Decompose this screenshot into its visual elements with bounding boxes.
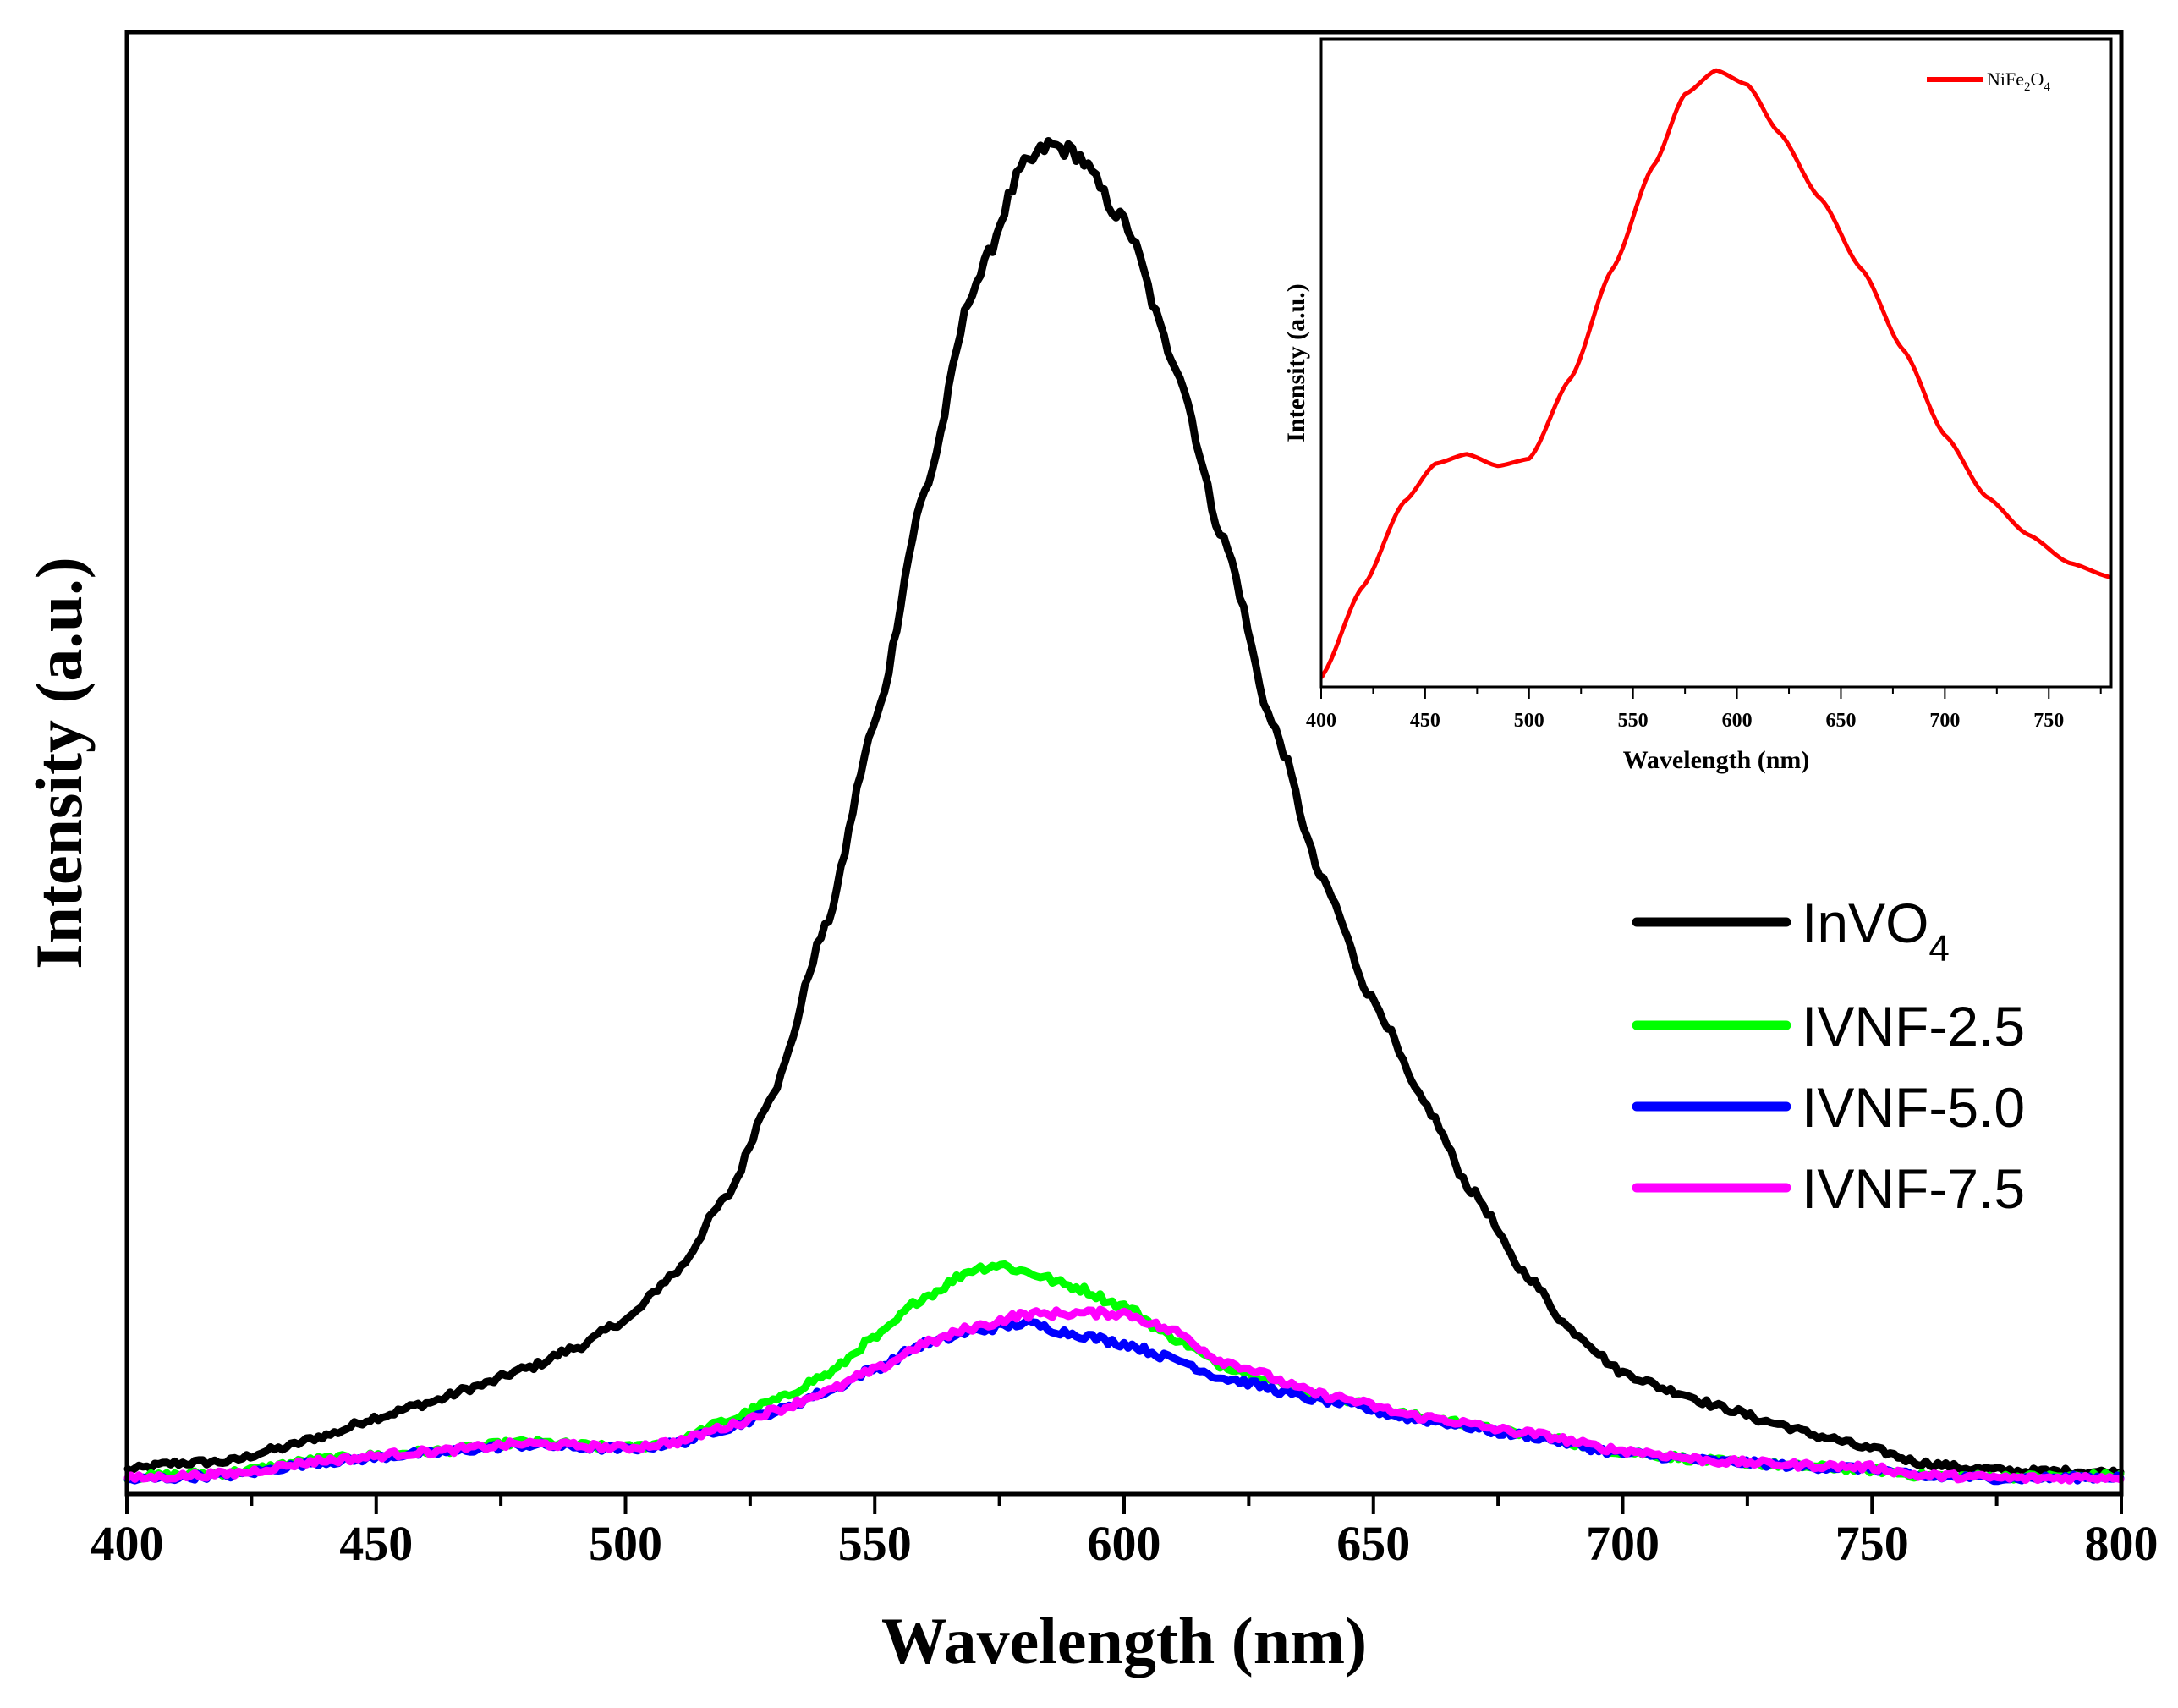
inset-curves	[1319, 68, 2113, 679]
inset-x-axis-title: Wavelength (nm)	[1623, 746, 1810, 774]
inset-x-tick-label: 650	[1825, 710, 1856, 732]
inset-legend: NiFe2O4	[1927, 69, 2050, 94]
main-x-tick-label: 550	[838, 1516, 912, 1571]
main-x-tick-label: 750	[1835, 1516, 1909, 1571]
main-y-axis-title: Intensity (a.u.)	[22, 557, 96, 969]
main-x-tick-label: 800	[2085, 1516, 2159, 1571]
main-x-tick-label: 500	[589, 1516, 662, 1571]
main-x-tick-label: 600	[1088, 1516, 1161, 1571]
main-x-tick-label: 700	[1586, 1516, 1660, 1571]
main-plot: 400 450 500 550 600 650 700 750 800 Wavelength (…	[22, 30, 2159, 1678]
main-series-line-invo4	[123, 137, 2125, 1480]
main-series-line-ivnf-7-5	[123, 1305, 2125, 1485]
main-x-tick-labels: 400 450 500 550 600 650 700 750 800	[91, 1516, 2159, 1571]
inset-x-tick-label: 500	[1514, 710, 1544, 732]
inset-x-tick-label: 550	[1618, 710, 1649, 732]
inset-legend-label: NiFe2O4	[1987, 69, 2050, 94]
main-x-tick-label: 450	[339, 1516, 413, 1571]
main-curves	[123, 137, 2125, 1486]
inset-plot-frame	[1319, 37, 2113, 689]
inset-x-tick-label: 700	[1929, 710, 1960, 732]
legend-label: IVNF-5.0	[1802, 1076, 2025, 1139]
inset-series-line-nife2o4	[1319, 68, 2113, 679]
legend-item-ivnf-2-5: IVNF-2.5	[1632, 995, 2025, 1057]
inset-legend-item-nife2o4: NiFe2O4	[1927, 69, 2050, 94]
legend-item-invo4: InVO4	[1632, 892, 1950, 969]
main-x-tick-label: 650	[1336, 1516, 1410, 1571]
inset-x-tick-label: 750	[2033, 710, 2064, 732]
inset-x-tick-labels: 400 450 500 550 600 650 700 750	[1306, 710, 2064, 732]
main-x-tick-label: 400	[91, 1516, 164, 1571]
main-x-axis-title: Wavelength (nm)	[881, 1604, 1367, 1678]
legend-item-ivnf-7-5: IVNF-7.5	[1632, 1157, 2025, 1220]
legend-label: IVNF-7.5	[1802, 1157, 2025, 1220]
main-legend: InVO4 IVNF-2.5 IVNF-5.0 IVNF-7.5	[1632, 892, 2025, 1220]
inset-plot: 400 450 500 550 600 650 700 750 Wavelength (nm)…	[1282, 37, 2113, 774]
legend-label: IVNF-2.5	[1802, 995, 2025, 1057]
main-x-ticks	[125, 1494, 2123, 1514]
inset-y-axis-title: Intensity (a.u.)	[1282, 283, 1310, 442]
inset-x-tick-label: 600	[1722, 710, 1753, 732]
inset-x-tick-label: 400	[1306, 710, 1336, 732]
inset-x-tick-label: 450	[1410, 710, 1440, 732]
inset-x-ticks	[1320, 687, 2102, 699]
legend-item-ivnf-5-0: IVNF-5.0	[1632, 1076, 2025, 1139]
legend-label: InVO4	[1802, 892, 1950, 969]
